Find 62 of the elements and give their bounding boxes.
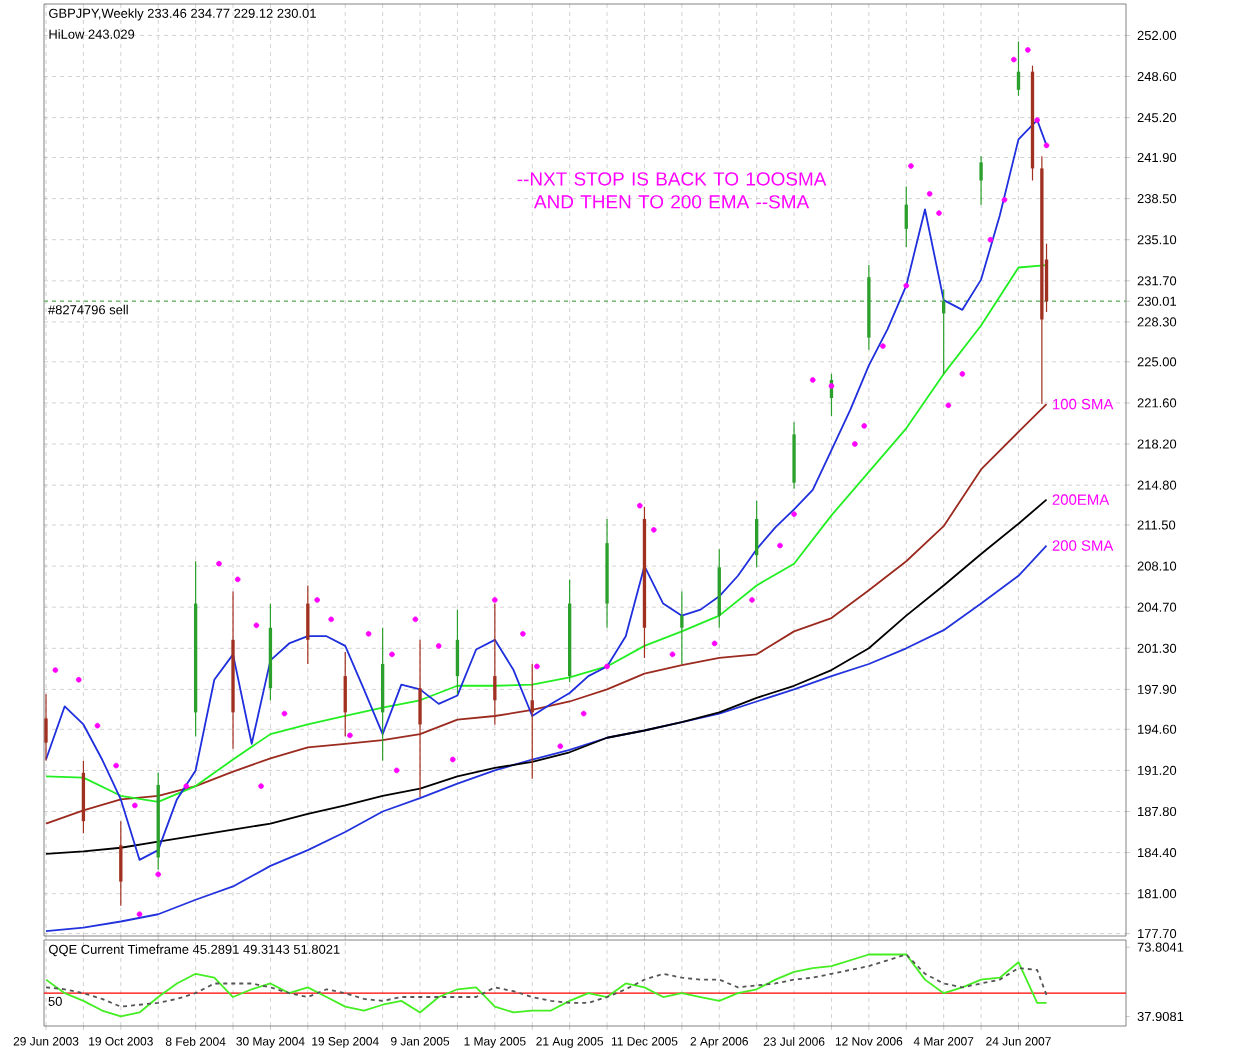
point [880,343,886,349]
point [155,871,162,878]
point [936,210,942,216]
candlestick [680,590,684,665]
point [908,163,914,169]
point [389,651,395,658]
annotation: --NXT STOP IS BACK TO 1OOSMA AND THEN TO 200 EMA --SMA [517,172,827,209]
point [669,651,676,658]
point [393,767,400,774]
point [777,542,783,549]
point [1001,197,1008,203]
point [347,732,353,739]
point [365,630,372,637]
point [435,643,442,649]
candlestick [119,820,123,907]
point [828,383,835,389]
point [328,616,334,623]
point [557,743,564,750]
line-series [45,544,1048,933]
point [852,441,858,447]
point [1034,117,1040,123]
point [75,676,82,683]
point [234,576,241,583]
point [903,282,910,289]
point [926,190,933,197]
point [604,663,610,670]
point [959,371,966,377]
point [809,377,816,383]
point [1011,56,1017,63]
point [749,597,755,603]
point [183,783,190,789]
point [216,560,222,567]
point [791,511,797,517]
point [520,630,526,637]
point [136,911,143,918]
point [861,423,867,429]
point [258,783,264,789]
candlestick [493,602,497,726]
point [1025,47,1031,53]
point [281,710,288,717]
point [492,597,498,603]
point [580,710,587,717]
point [1043,142,1050,149]
candlestick [44,693,48,762]
point [253,622,260,629]
point [711,640,718,647]
candlestick [418,639,422,798]
candlestick [979,155,983,206]
point [52,667,59,673]
point [113,762,119,769]
point [945,402,952,409]
point [449,756,456,763]
point [534,663,540,670]
point [636,502,643,509]
point [314,597,320,603]
point [651,527,657,533]
point [412,616,419,623]
point [132,802,138,809]
point [987,236,994,243]
line-series [45,119,1048,861]
candlestick [942,288,946,375]
point [94,722,101,729]
